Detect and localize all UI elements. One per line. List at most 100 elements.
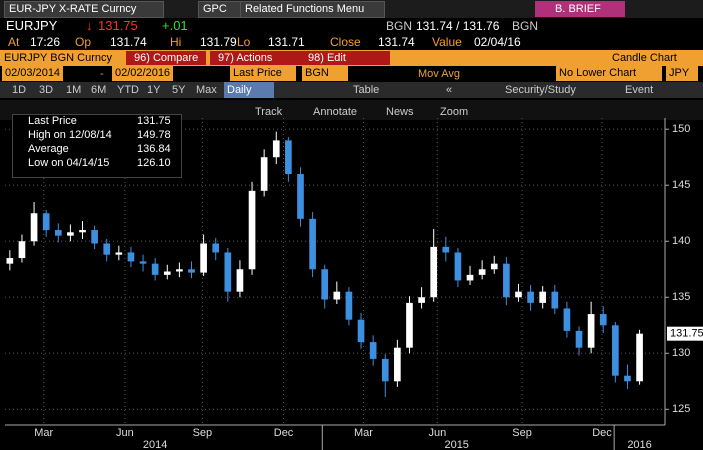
x-tick-label: Jun: [116, 427, 134, 439]
legend-box: [12, 114, 182, 178]
stat-value: 17:26: [30, 35, 61, 49]
candle-body: [490, 263, 498, 270]
candle-body: [345, 291, 353, 320]
legend-value: 149.78: [137, 129, 171, 141]
bid-ask: 131.74 / 131.76: [416, 19, 500, 33]
tool-button[interactable]: Zoom: [440, 106, 469, 118]
candle-body: [151, 263, 159, 275]
legend-value: 126.10: [137, 157, 171, 169]
candle-body: [381, 358, 389, 382]
candle-body: [127, 252, 135, 262]
year-label: 2016: [627, 439, 651, 450]
related-menu[interactable]: Related Functions Menu: [240, 1, 385, 18]
gpc-menu[interactable]: GPC: [198, 1, 242, 18]
candle-body: [333, 291, 341, 300]
stat-value: 131.79: [200, 35, 237, 49]
study-select[interactable]: Mov Avg: [418, 68, 460, 80]
x-tick-label: Mar: [34, 427, 53, 439]
candle-body: [91, 230, 98, 244]
candle-body: [285, 140, 292, 175]
last-price: 131.75: [98, 18, 138, 33]
tool-button[interactable]: News: [386, 106, 414, 118]
end-date[interactable]: 02/02/2016: [112, 66, 174, 81]
y-tick-label: 130: [672, 347, 690, 359]
candle-body: [176, 269, 183, 272]
candle-body: [272, 140, 280, 158]
candle-body: [599, 314, 607, 326]
change: +.01: [162, 18, 188, 33]
collapse-button[interactable]: «: [446, 84, 453, 96]
period-button[interactable]: Max: [196, 84, 217, 96]
candle-body: [321, 269, 329, 300]
stat-label: Hi: [170, 35, 182, 49]
candle-body: [394, 347, 401, 382]
field-select[interactable]: Last Price: [230, 66, 296, 81]
candle-body: [430, 246, 438, 298]
frequency-select[interactable]: Daily: [224, 82, 274, 98]
stat-label: Close: [330, 35, 361, 49]
source-select[interactable]: BGN: [302, 66, 348, 81]
candle-body: [624, 375, 631, 382]
tool-button[interactable]: Annotate: [313, 106, 358, 118]
period-button[interactable]: 1M: [66, 84, 82, 96]
x-tick-label: Sep: [193, 427, 213, 439]
candle-body: [103, 243, 111, 255]
stat-label: Lo: [237, 35, 251, 49]
period-button[interactable]: 5Y: [172, 84, 186, 96]
security-study[interactable]: Security/Study: [505, 84, 576, 96]
candle-body: [357, 319, 365, 343]
candle-body: [18, 241, 26, 259]
start-date[interactable]: 02/03/2014: [2, 66, 64, 81]
legend-label: Last Price: [28, 115, 77, 127]
legend-label: Low on 04/14/15: [28, 157, 110, 169]
stat-value: 131.71: [268, 35, 305, 49]
y-tick-label: 140: [672, 235, 690, 247]
brief-button[interactable]: B. BRIEF: [535, 1, 625, 17]
toolbar-button[interactable]: 96) Compare: [126, 51, 206, 65]
period-button[interactable]: 1Y: [147, 84, 161, 96]
stat-label: Value: [432, 35, 462, 49]
period-button[interactable]: YTD: [117, 84, 139, 96]
candle-body: [636, 333, 643, 382]
candle-body: [200, 243, 207, 273]
y-tick-label: 145: [672, 179, 690, 191]
y-tick-label: 150: [672, 123, 690, 135]
candle-body: [188, 269, 195, 273]
candle-body: [115, 252, 123, 255]
x-tick-label: Sep: [512, 427, 532, 439]
dash: -: [100, 68, 104, 80]
candle-body: [418, 297, 425, 303]
period-button[interactable]: 1D: [12, 84, 27, 96]
candle-body: [297, 174, 304, 219]
year-label: 2014: [143, 439, 167, 450]
period-button[interactable]: 3D: [39, 84, 54, 96]
x-tick-label: Mar: [354, 427, 373, 439]
candle-body: [515, 291, 522, 298]
candle-body: [478, 269, 486, 275]
lower-chart[interactable]: No Lower Chart: [556, 66, 662, 81]
stat-value: 02/04/16: [474, 35, 521, 49]
x-tick-label: Dec: [592, 427, 612, 439]
legend-value: 136.84: [137, 143, 171, 155]
candle-body: [212, 243, 220, 253]
candle-body: [54, 230, 62, 236]
year-label: 2015: [444, 439, 468, 450]
security-field[interactable]: EUR-JPY X-RATE Curncy: [4, 1, 164, 18]
price-tag: 131.75: [670, 328, 703, 340]
change-arrow: ↓: [86, 18, 93, 33]
candle-body: [224, 252, 232, 292]
stat-label: At: [8, 35, 20, 49]
candle-body: [406, 302, 413, 348]
toolbar-button[interactable]: 98) Edit: [300, 51, 390, 65]
event-button[interactable]: Event: [625, 84, 654, 96]
tool-button[interactable]: Track: [255, 106, 283, 118]
table-button[interactable]: Table: [353, 84, 380, 96]
chart: 125 130 135 140 145 150 Mar Jun Sep Dec Mar Jun Sep D…: [5, 118, 703, 450]
toolbar-button[interactable]: 97) Actions: [210, 51, 302, 65]
candle-body: [454, 252, 462, 281]
period-button[interactable]: 6M: [91, 84, 107, 96]
y-tick-label: 125: [672, 403, 690, 415]
candle-body: [503, 263, 510, 298]
candle-body: [67, 232, 74, 236]
currency[interactable]: JPY: [666, 66, 698, 81]
